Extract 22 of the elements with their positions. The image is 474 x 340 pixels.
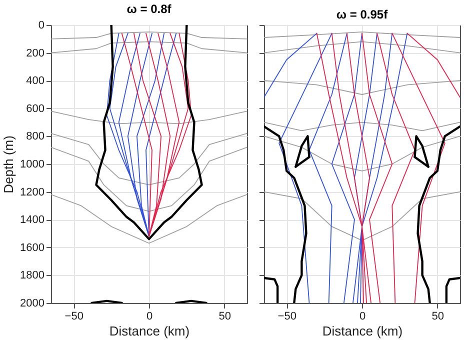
y-tick-label: 600: [26, 102, 44, 115]
x-tick-label: −50: [64, 310, 84, 322]
y-tick-label: 800: [26, 130, 44, 143]
x-tick-label: −50: [278, 310, 296, 322]
x-axis-title: Distance (km): [109, 324, 190, 338]
y-tick-label: 2000: [20, 298, 44, 310]
y-tick-label: 1600: [20, 242, 44, 254]
x-tick-label: 50: [218, 310, 232, 322]
y-tick-label: 1800: [20, 270, 44, 282]
x-axis-title: Distance (km): [322, 324, 403, 338]
y-tick-label: 0: [38, 20, 44, 32]
chart-title: ω = 0.95f: [336, 8, 389, 22]
y-tick-label: 1200: [20, 186, 44, 198]
y-tick-label: 1400: [20, 214, 44, 226]
chart-title: ω = 0.8f: [126, 2, 172, 16]
y-axis-title: Depth (m): [1, 136, 16, 194]
y-tick-label: 200: [26, 47, 44, 60]
y-tick-label: 400: [26, 75, 44, 88]
x-tick-label: 0: [359, 310, 366, 322]
x-tick-label: 0: [146, 310, 153, 322]
x-tick-label: 50: [432, 310, 444, 322]
y-tick-label: 1000: [20, 158, 44, 170]
